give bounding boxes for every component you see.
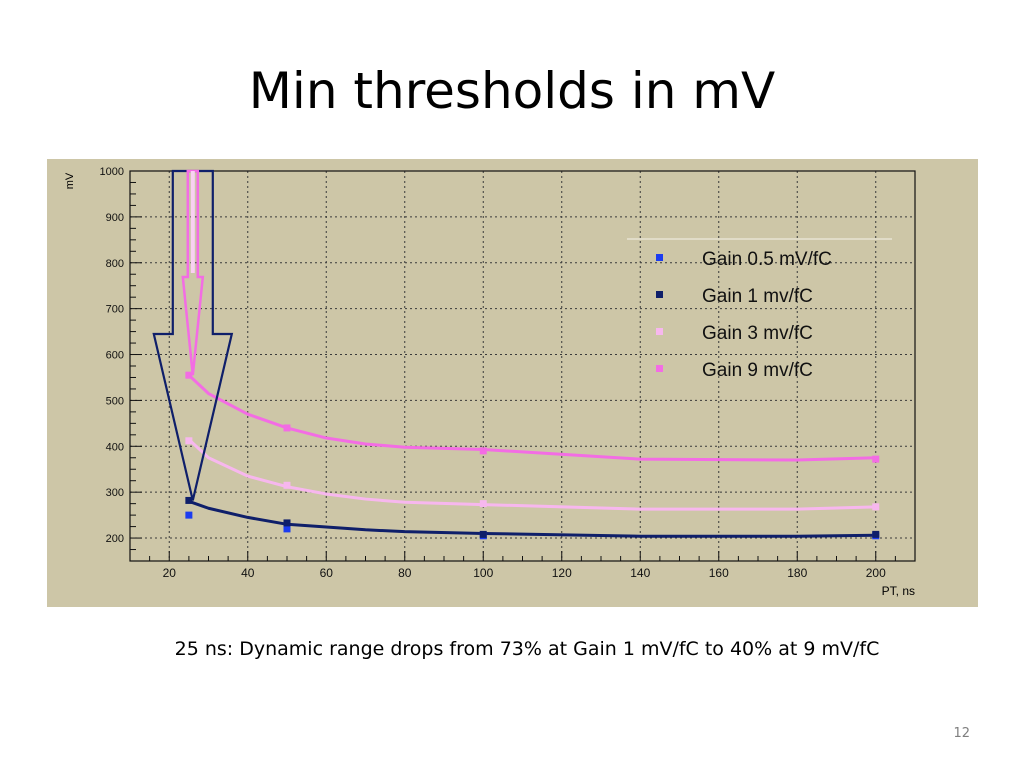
x-tick-label: 180 (787, 566, 807, 580)
data-point (872, 503, 880, 511)
x-tick-label: 140 (630, 566, 650, 580)
data-point (185, 437, 193, 445)
data-point (872, 530, 880, 538)
annotation-arrows (152, 169, 234, 501)
fit-curve (187, 374, 876, 462)
data-point (283, 481, 291, 489)
arrow-inner-lines (190, 171, 195, 273)
slide-title: Min thresholds in mV (248, 62, 776, 120)
arrow-gain-9 (181, 169, 205, 376)
data-markers (185, 371, 880, 540)
data-point (283, 525, 291, 533)
x-tick-label: 120 (552, 566, 572, 580)
y-tick-label: 300 (106, 487, 124, 499)
x-tick-label: 60 (320, 566, 334, 580)
data-point (479, 500, 487, 508)
x-axis-label: PT, ns (882, 584, 915, 598)
y-tick-labels: 200 300 400 500 600 700 800 900 1000 (100, 166, 124, 545)
y-tick-label: 600 (106, 350, 124, 362)
y-tick-label: 400 (106, 441, 124, 453)
plot-background (47, 159, 978, 607)
data-point (185, 496, 193, 504)
y-tick-label: 700 (106, 304, 124, 316)
legend-label: Gain 3 mv/fC (702, 323, 813, 344)
x-tick-label: 40 (241, 566, 255, 580)
x-tick-label: 80 (398, 566, 412, 580)
data-point (185, 511, 193, 519)
data-point (479, 530, 487, 538)
legend-label: Gain 1 mv/fC (702, 286, 813, 307)
legend-marker (656, 365, 663, 372)
x-tick-label: 20 (163, 566, 177, 580)
y-tick-label: 500 (106, 395, 124, 407)
x-tick-label: 200 (866, 566, 886, 580)
chart-panel: 20 40 60 80 100 120 140 160 180 200 200 300 400 500 6… (47, 159, 978, 607)
legend-marker (656, 328, 663, 335)
legend-marker (656, 291, 663, 298)
data-point (479, 447, 487, 455)
fit-curve (188, 499, 876, 538)
arrow-gain-1 (152, 169, 234, 501)
legend-marker (656, 254, 663, 261)
data-point (283, 519, 291, 527)
fit-curves (187, 374, 876, 538)
axis-ticks (129, 170, 916, 561)
y-tick-label: 900 (106, 212, 124, 224)
legend-label: Gain 9 mv/fC (702, 360, 813, 381)
y-axis-label: mV (64, 172, 76, 189)
data-point (185, 371, 193, 379)
y-tick-label: 800 (106, 258, 124, 270)
threshold-chart: 20 40 60 80 100 120 140 160 180 200 200 300 400 500 6… (47, 159, 978, 607)
data-point (872, 455, 880, 463)
grid-lines (130, 170, 915, 561)
legend-label: Gain 0.5 mV/fC (702, 249, 832, 270)
data-point (283, 424, 291, 432)
x-tick-label: 100 (473, 566, 493, 580)
fit-curve (187, 438, 876, 511)
legend: Gain 0.5 mV/fC Gain 1 mv/fC Gain 3 mv/fC Ga… (627, 238, 892, 381)
y-tick-label: 200 (106, 533, 124, 545)
page-number: 12 (953, 726, 970, 741)
slide-caption: 25 ns: Dynamic range drops from 73% at G… (174, 638, 880, 660)
x-tick-labels: 20 40 60 80 100 120 140 160 180 200 (163, 566, 887, 580)
x-tick-label: 160 (709, 566, 729, 580)
y-tick-label: 1000 (100, 166, 124, 178)
